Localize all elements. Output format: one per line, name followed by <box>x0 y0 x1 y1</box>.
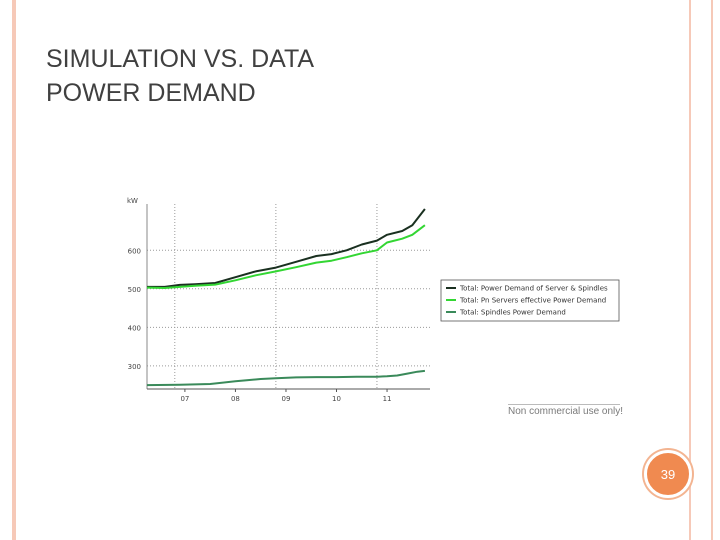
legend-label: Total: Power Demand of Server & Spindles <box>459 285 608 293</box>
watermark-text: Non commercial use only! <box>508 404 624 417</box>
y-tick-label: 600 <box>128 247 141 255</box>
x-tick-label: 11 <box>383 395 392 403</box>
y-tick-label: 500 <box>128 286 141 294</box>
x-tick-label: 08 <box>231 395 240 403</box>
y-tick-label: 300 <box>128 363 141 371</box>
y-tick-label: 400 <box>128 324 141 332</box>
right-border-frame <box>689 0 713 540</box>
series-line-1 <box>147 208 426 288</box>
title-line-1: SIMULATION VS. DATA <box>46 45 315 73</box>
power-demand-chart: 300 400 500 600 kW 07 08 09 10 11 Total: Power De… <box>127 197 620 403</box>
legend-label: Total: Pn Servers effective Power Demand <box>459 297 606 305</box>
chart-series <box>146 208 426 387</box>
left-border-line <box>12 0 16 540</box>
chart-axes: 300 400 500 600 kW 07 08 09 10 11 <box>127 197 430 403</box>
chart-grid <box>147 204 430 389</box>
series-line-2 <box>146 224 426 289</box>
x-tick-label: 10 <box>332 395 341 403</box>
x-tick-label: 09 <box>282 395 291 403</box>
x-tick-label: 07 <box>180 395 189 403</box>
page-number-badge: 39 <box>644 450 692 498</box>
title-line-2: POWER DEMAND <box>46 79 256 107</box>
y-axis-label: kW <box>127 197 138 205</box>
legend-label: Total: Spindles Power Demand <box>459 309 566 317</box>
slide-title: SIMULATION VS. DATA POWER DEMAND <box>46 42 314 110</box>
series-line-3 <box>146 369 426 387</box>
legend-box <box>440 279 620 322</box>
chart-legend: Total: Power Demand of Server & Spindles… <box>440 279 620 322</box>
page-number: 39 <box>660 466 676 482</box>
